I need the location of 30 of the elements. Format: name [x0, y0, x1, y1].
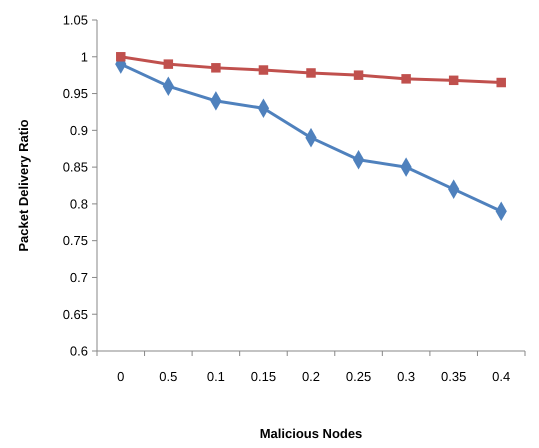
y-tick-label: 0.85: [62, 160, 88, 175]
point: [354, 70, 364, 80]
point: [496, 78, 506, 88]
y-tick-label: 0.7: [70, 270, 88, 285]
x-tick-label: 0.25: [346, 369, 372, 384]
y-tick-label: 0.75: [62, 233, 88, 248]
y-axis-title: Packet Delivery Ratio: [16, 119, 31, 252]
point: [258, 65, 268, 75]
point: [306, 68, 316, 78]
x-tick-label: 0.35: [441, 369, 466, 384]
y-tick-label: 0.95: [62, 86, 88, 102]
x-tick-label: 0.2: [302, 369, 320, 384]
x-tick-label: 0: [117, 369, 124, 384]
y-tick-label: 1.05: [62, 12, 88, 28]
x-tick-label: 0.4: [492, 369, 510, 384]
y-tick-label: 0.9: [70, 122, 88, 138]
y-tick-label: 0.8: [70, 196, 88, 212]
point: [164, 59, 174, 69]
y-tick-label: 1: [80, 49, 88, 64]
point: [116, 52, 126, 62]
x-axis-title: Malicious Nodes: [260, 426, 362, 441]
x-tick-label: 0.15: [250, 369, 276, 384]
point: [401, 74, 411, 84]
x-tick-label: 0.5: [159, 369, 178, 384]
y-tick-label: 0.65: [62, 306, 88, 322]
point: [448, 76, 458, 86]
x-tick-label: 0.3: [397, 369, 416, 384]
point: [211, 63, 221, 73]
y-tick-label: 0.6: [70, 344, 88, 359]
x-tick-label: 0.1: [206, 369, 225, 384]
